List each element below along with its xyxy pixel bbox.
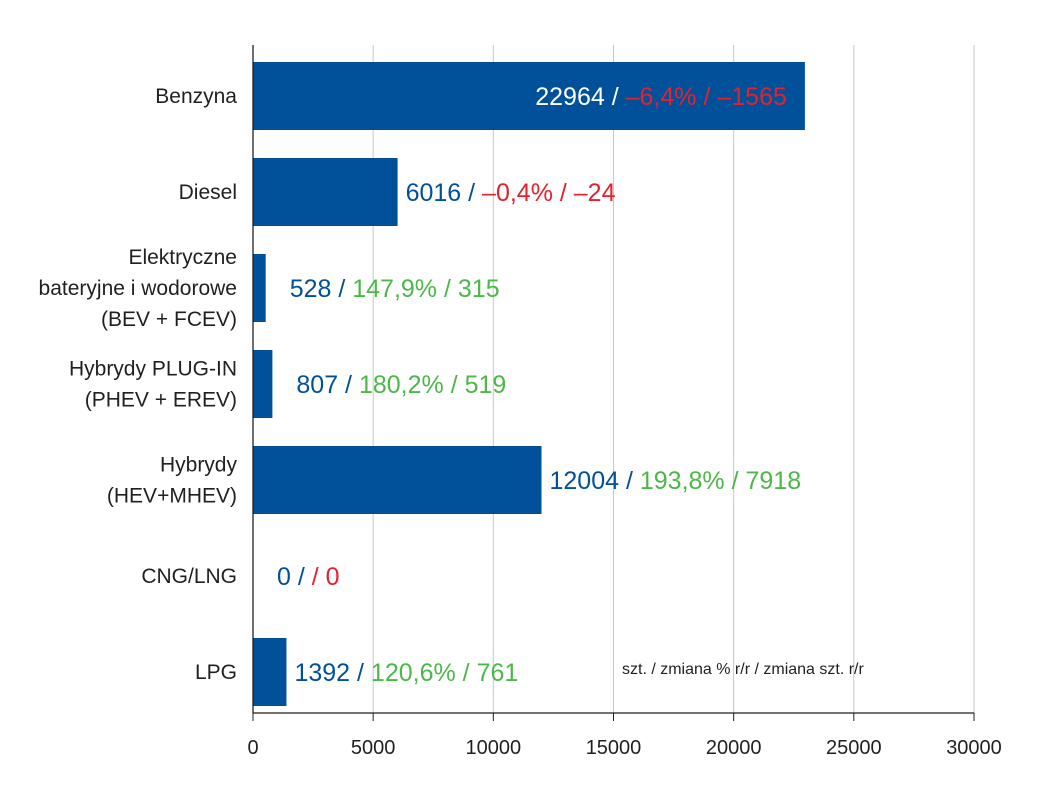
grid-lines (372, 45, 975, 713)
data-label-separator: / (619, 467, 640, 495)
category-label: Hybrydy (HEV+MHEV) (107, 454, 238, 508)
category-label: Benzyna (155, 85, 237, 108)
category-labels: Benzyna Diesel Elektryczne bateryjne i wodo… (39, 85, 238, 684)
category-label-line: (HEV+MHEV) (107, 485, 237, 508)
data-label-separator: / (444, 371, 465, 399)
bar (253, 350, 273, 418)
data-label-change-units: 7918 (746, 467, 802, 495)
data-label-separator: / (456, 659, 477, 687)
data-label: 12004 / 193,8% / 7918 (549, 467, 801, 495)
data-label-change-pct: 120,6% (371, 659, 456, 687)
data-label-value: 1392 (294, 659, 350, 687)
data-label-change-units: –1565 (717, 83, 787, 111)
data-label-change-units: –24 (574, 179, 616, 207)
category-label-line: Elektryczne (128, 246, 237, 269)
category-label-line: (PHEV + EREV) (85, 389, 237, 412)
category-label-line: Hybrydy PLUG-IN (69, 358, 237, 381)
x-tick-label: 0 (247, 737, 258, 759)
data-label-separator: / (461, 179, 482, 207)
data-labels: 22964 / –6,4% / –1565 6016 / –0,4% / –24 5… (277, 83, 801, 687)
category-label-line: (BEV + FCEV) (101, 308, 237, 331)
x-tick-label: 5000 (351, 737, 396, 759)
data-label-change-units: 0 (326, 563, 340, 591)
category-label: Diesel (179, 181, 237, 204)
data-label: 1392 / 120,6% / 761 (294, 659, 518, 687)
data-label-separator: / (331, 275, 352, 303)
data-label-change-pct: 147,9% (352, 275, 437, 303)
data-label-value: 528 (290, 275, 332, 303)
data-label-change-pct: –6,4% (626, 83, 697, 111)
x-tick-label: 15000 (586, 737, 642, 759)
data-label-separator: / (725, 467, 746, 495)
x-tick-label: 20000 (706, 737, 762, 759)
bar (253, 638, 287, 706)
data-label-value: 12004 (549, 467, 619, 495)
category-label-line: Diesel (179, 181, 237, 204)
data-label-separator: / (338, 371, 359, 399)
data-label-separator: / (312, 563, 326, 591)
x-axis: 0 5000 10000 15000 20000 25000 30000 (247, 45, 1002, 759)
data-label-separator: / (697, 83, 718, 111)
x-tick-label: 30000 (946, 737, 1002, 759)
category-label: CNG/LNG (141, 565, 237, 588)
category-label: Elektryczne bateryjne i wodorowe (BEV + FC… (39, 246, 237, 331)
x-tick-label: 10000 (466, 737, 522, 759)
bars (253, 62, 805, 706)
data-label-separator: / (437, 275, 458, 303)
category-label-line: Benzyna (155, 85, 237, 108)
data-label-change-units: 315 (458, 275, 500, 303)
data-label-change-pct: –0,4% (482, 179, 553, 207)
category-label: Hybrydy PLUG-IN (PHEV + EREV) (69, 358, 237, 412)
data-label-separator: / (605, 83, 626, 111)
data-label: 0 / / 0 (277, 563, 340, 591)
data-label: 528 / 147,9% / 315 (290, 275, 500, 303)
category-label-line: CNG/LNG (141, 565, 237, 588)
bar (253, 62, 805, 130)
data-label-value: 22964 (535, 83, 605, 111)
category-label-line: bateryjne i wodorowe (39, 277, 237, 300)
category-label: LPG (195, 661, 237, 684)
data-label-change-units: 761 (477, 659, 519, 687)
data-label-value: 0 (277, 563, 291, 591)
data-label-separator: / (350, 659, 371, 687)
bar (253, 158, 398, 226)
data-label-change-pct: 193,8% (640, 467, 725, 495)
category-label-line: Hybrydy (160, 454, 238, 477)
data-label-value: 6016 (406, 179, 462, 207)
data-label: 6016 / –0,4% / –24 (406, 179, 616, 207)
bar (253, 446, 542, 514)
data-label-change-pct: 180,2% (359, 371, 444, 399)
bar (253, 254, 266, 322)
data-label: 22964 / –6,4% / –1565 (535, 83, 787, 111)
category-label-line: LPG (195, 661, 237, 684)
data-label-separator: / (291, 563, 312, 591)
x-tick-label: 25000 (826, 737, 882, 759)
units-note: szt. / zmiana % r/r / zmiana szt. r/r (622, 661, 864, 678)
data-label-value: 807 (296, 371, 338, 399)
data-label-change-units: 519 (465, 371, 507, 399)
data-label: 807 / 180,2% / 519 (296, 371, 506, 399)
data-label-separator: / (553, 179, 574, 207)
